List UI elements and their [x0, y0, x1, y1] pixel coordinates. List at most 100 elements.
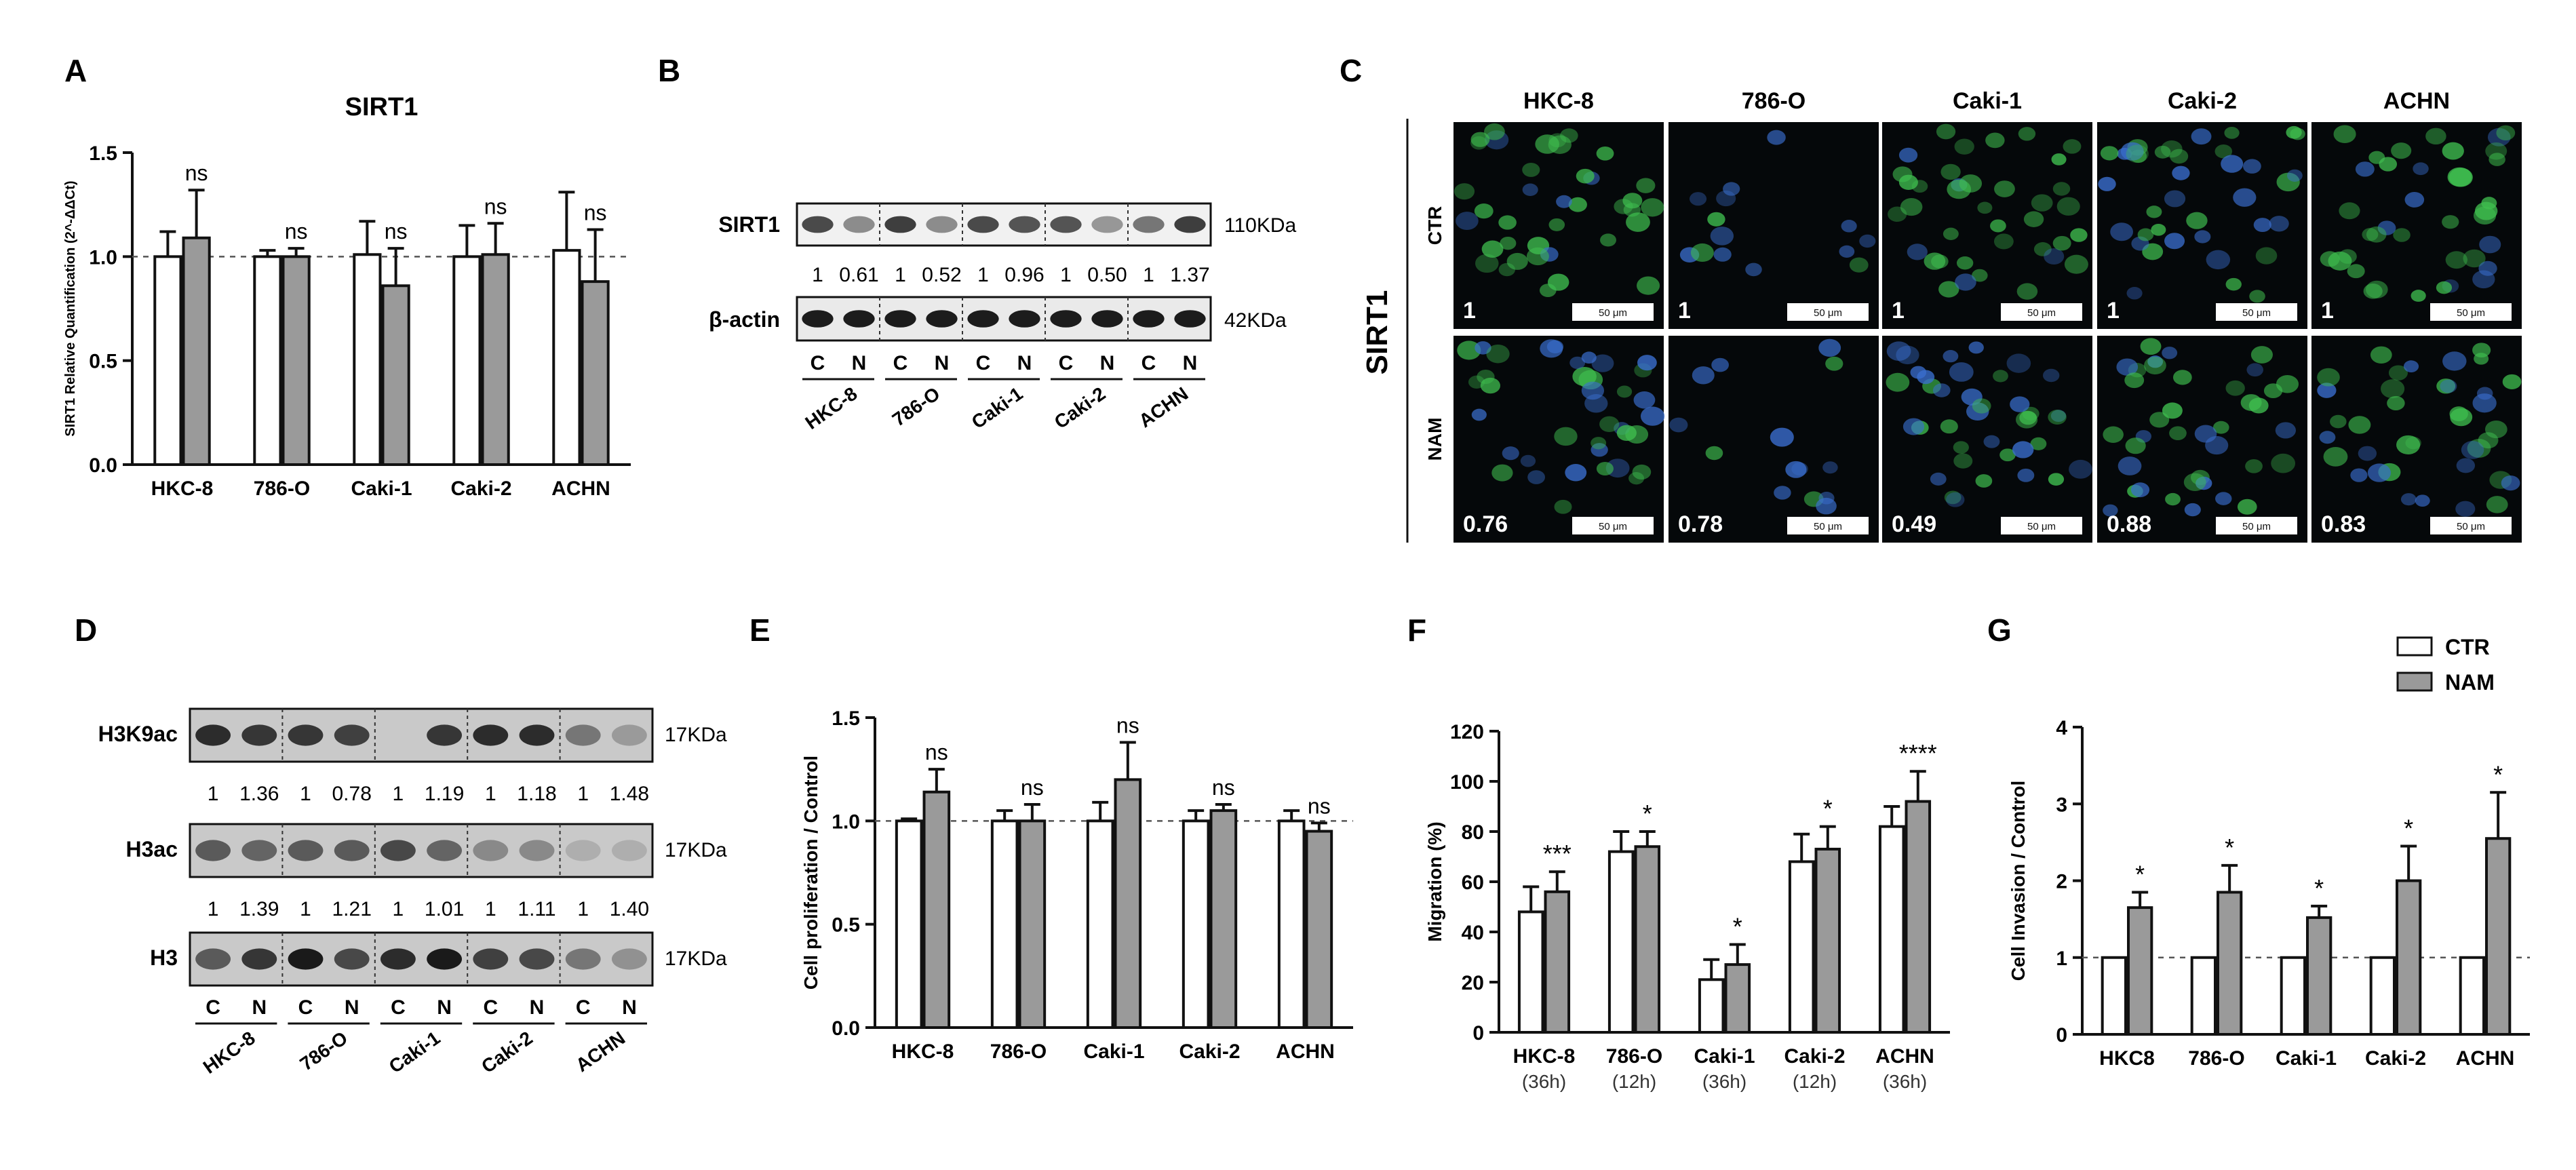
b-sirt1-band: [926, 216, 958, 233]
c-cell-nucleus: [2048, 410, 2067, 425]
d-lane-label-n: N: [622, 996, 637, 1019]
c-quantification-value: 1: [2107, 298, 2120, 324]
g-bar-ctr: [2280, 956, 2306, 1036]
c-cell-nucleus: [2125, 437, 2146, 454]
c-cell-nucleus: [2425, 128, 2446, 145]
d-ratio-value: 1.21: [332, 898, 372, 920]
d-h3-band: [288, 948, 324, 970]
c-cell-nucleus: [2033, 242, 2052, 256]
b-cell-line-label: Caki-2: [1051, 383, 1110, 433]
c-cell-nucleus: [1502, 446, 1519, 461]
c-cell-nucleus: [2023, 211, 2044, 227]
c-cell-nucleus: [2050, 410, 2067, 422]
c-cell-nucleus: [2393, 228, 2411, 242]
c-cell-nucleus: [2474, 201, 2498, 220]
b-ratio-value: 0.96: [1004, 264, 1044, 286]
a-chart-title: SIRT1: [345, 93, 418, 121]
c-cell-nucleus: [2140, 338, 2162, 355]
c-column-header: Caki-2: [2168, 88, 2237, 114]
b-lane-label-c: C: [811, 352, 825, 374]
b-lane-label-n: N: [852, 352, 867, 374]
c-cell-nucleus: [2319, 431, 2336, 444]
c-cell-nucleus: [1471, 408, 1487, 421]
c-row-label: NAM: [1424, 418, 1445, 461]
legend: CTR NAM: [2396, 635, 2495, 695]
c-cell-nucleus: [1591, 443, 1608, 457]
g-x-tick-label: HKC8: [2099, 1047, 2155, 1070]
c-cell-nucleus: [1994, 180, 2015, 197]
b-sirt1-band: [884, 216, 916, 233]
e-x-tick-label: Caki-2: [1179, 1040, 1240, 1063]
e-bar-ctr: [1086, 819, 1114, 1030]
c-cell-nucleus: [2255, 247, 2278, 265]
e-bar-nam: [1305, 830, 1333, 1029]
c-cell-nucleus: [2172, 370, 2192, 385]
c-cell-nucleus: [1453, 183, 1475, 200]
d-band-label: H3K9ac: [98, 722, 178, 746]
b-ratio-value: 1: [977, 264, 989, 286]
d-h3ac-band: [565, 840, 601, 861]
c-quantification-value: 1: [1678, 298, 1691, 324]
c-cell-nucleus: [1972, 398, 1991, 414]
f-x-tick-sublabel: (36h): [1702, 1071, 1746, 1092]
c-cell-nucleus: [1940, 419, 1958, 434]
a-bar-ctr: [552, 249, 581, 466]
c-cell-nucleus: [1910, 366, 1927, 379]
c-scale-bar-label: 50 μm: [1599, 307, 1627, 319]
g-bar-ctr: [2369, 956, 2396, 1036]
c-cell-nucleus: [2501, 475, 2520, 491]
d-h3-band: [565, 948, 601, 970]
c-scale-bar-label: 50 μm: [1814, 521, 1842, 532]
g-bar-ctr: [2190, 956, 2217, 1036]
b-actin-band: [1133, 310, 1165, 328]
c-cell-nucleus: [2063, 139, 2082, 154]
c-cell-nucleus: [2126, 286, 2143, 300]
c-cell-nucleus: [1959, 174, 1983, 193]
g-significance-label: *: [2404, 815, 2413, 842]
c-cell-nucleus: [2249, 290, 2265, 303]
d-h3ac-band: [519, 840, 555, 861]
e-x-tick-label: 786-O: [990, 1040, 1047, 1063]
f-bar-nam: [1814, 847, 1841, 1034]
c-cell-nucleus: [2245, 459, 2263, 473]
c-cell-nucleus: [2415, 494, 2430, 507]
c-cell-nucleus: [1576, 168, 1595, 184]
d-ratio-value: 1.36: [239, 783, 279, 805]
b-sirt1-band: [802, 216, 834, 233]
d-h3ac-band: [473, 840, 509, 861]
g-y-tick-label: 1: [2056, 948, 2067, 970]
b-sirt1-membrane: [796, 202, 1212, 247]
c-cell-nucleus: [1581, 351, 1597, 364]
d-lane-label-c: C: [206, 996, 220, 1019]
c-scale-bar: [2216, 517, 2297, 534]
c-cell-nucleus: [1520, 454, 1536, 467]
c-cell-nucleus: [2489, 153, 2505, 166]
c-cell-nucleus: [2379, 157, 2398, 172]
b-cell-line-label: ACHN: [1135, 383, 1192, 432]
c-cell-nucleus: [1556, 195, 1572, 208]
c-cell-nucleus: [2400, 493, 2417, 506]
c-cell-nucleus: [1546, 340, 1564, 354]
c-cell-nucleus: [2233, 188, 2257, 207]
c-cell-nucleus: [2317, 368, 2340, 387]
a-y-tick-label: 0.5: [89, 351, 117, 373]
c-cell-nucleus: [2010, 396, 2030, 412]
c-scale-bar: [2430, 517, 2512, 534]
c-cell-nucleus: [1560, 128, 1578, 143]
c-cell-nucleus: [2447, 167, 2472, 187]
f-y-tick-label: 20: [1462, 972, 1484, 994]
e-bar-ctr: [1182, 819, 1210, 1030]
c-cell-nucleus: [2362, 228, 2379, 241]
g-x-tick-label: Caki-1: [2276, 1047, 2337, 1070]
e-significance-label: ns: [1308, 794, 1331, 818]
c-cell-nucleus: [1637, 355, 1657, 371]
d-ratio-value: 1: [208, 898, 219, 920]
g-bar-nam: [2396, 879, 2422, 1036]
b-actin-band: [884, 310, 916, 328]
c-cell-nucleus: [1930, 472, 1947, 486]
c-cell-nucleus: [1975, 474, 1993, 488]
d-lane-label-c: C: [576, 996, 591, 1019]
d-band-label: H3ac: [126, 837, 178, 861]
c-cell-nucleus: [2404, 192, 2425, 208]
c-cell-nucleus: [2051, 153, 2067, 165]
